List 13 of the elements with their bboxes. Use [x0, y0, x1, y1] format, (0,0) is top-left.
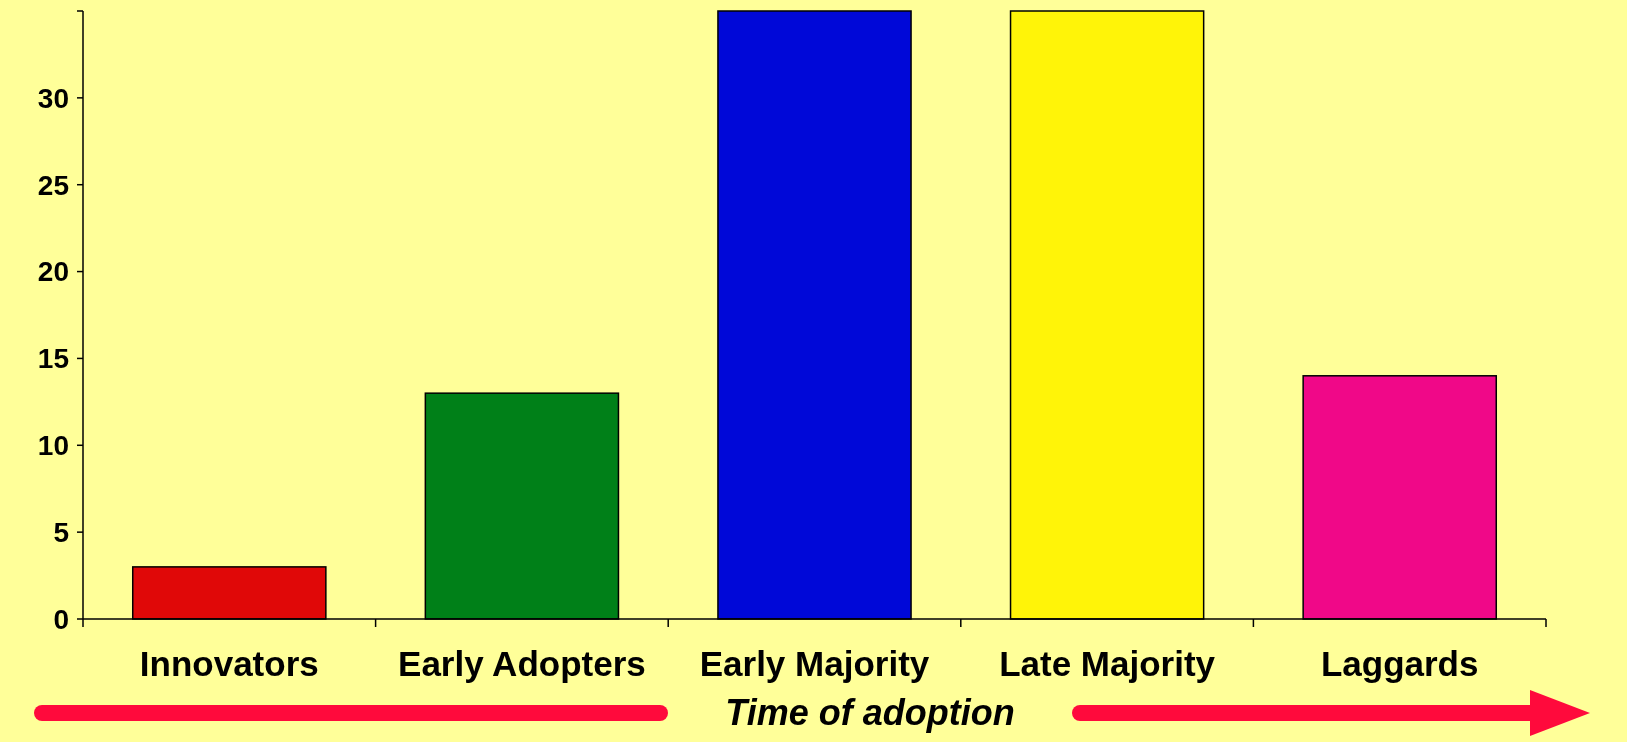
- y-tick-label: 5: [53, 516, 69, 548]
- x-axis-title: Time of adoption: [725, 692, 1015, 733]
- x-tick-label: Early Majority: [699, 644, 930, 683]
- x-tick-label: Early Adopters: [398, 644, 646, 683]
- y-tick-label: 0: [53, 603, 69, 635]
- x-tick-label: Innovators: [139, 644, 319, 683]
- x-tick-label: Laggards: [1320, 644, 1479, 683]
- y-tick-label: 15: [37, 343, 69, 375]
- y-tick-label: 20: [37, 256, 69, 288]
- x-tick-label: Late Majority: [999, 644, 1216, 683]
- y-tick-label: 10: [37, 430, 69, 462]
- y-tick-label: 25: [37, 169, 69, 201]
- y-tick-label: 30: [37, 82, 69, 114]
